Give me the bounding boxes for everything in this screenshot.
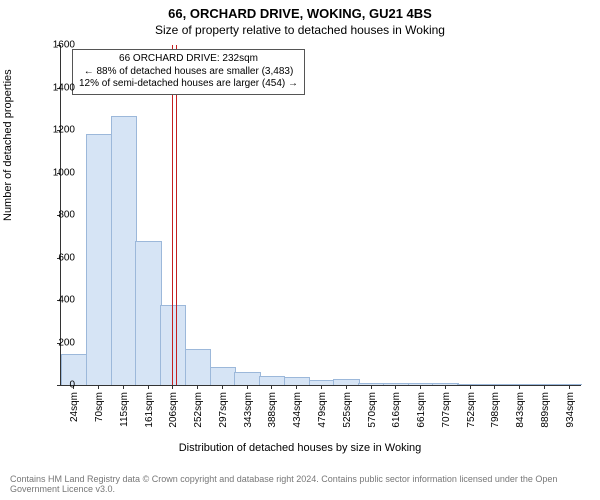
x-tick-label: 479sqm: [317, 392, 328, 428]
plot-area: [60, 45, 581, 386]
histogram-bar: [111, 116, 137, 385]
y-tick-label: 200: [35, 337, 75, 348]
y-tick-label: 1200: [35, 125, 75, 136]
x-tick-label: 616sqm: [391, 392, 402, 428]
chart-subtitle: Size of property relative to detached ho…: [0, 21, 600, 37]
histogram-bar: [259, 376, 285, 386]
histogram-bar: [284, 377, 310, 385]
x-tick-label: 24sqm: [69, 392, 80, 422]
marker-line: [172, 45, 173, 385]
histogram-bar: [86, 134, 112, 385]
annotation-line3: 12% of semi-detached houses are larger (…: [79, 78, 298, 91]
x-tick-label: 70sqm: [94, 392, 105, 422]
y-tick-label: 400: [35, 295, 75, 306]
x-tick-label: 343sqm: [243, 392, 254, 428]
x-tick-label: 798sqm: [490, 392, 501, 428]
x-tick-label: 570sqm: [367, 392, 378, 428]
x-tick-label: 525sqm: [342, 392, 353, 428]
attribution-text: Contains HM Land Registry data © Crown c…: [10, 474, 590, 494]
x-tick-label: 934sqm: [565, 392, 576, 428]
x-tick-label: 206sqm: [168, 392, 179, 428]
y-tick-label: 800: [35, 210, 75, 221]
chart-container: 66, ORCHARD DRIVE, WOKING, GU21 4BS Size…: [0, 0, 600, 500]
y-tick-label: 0: [35, 380, 75, 391]
histogram-bar: [210, 367, 236, 385]
y-axis-label: Number of detached properties: [2, 69, 14, 221]
annotation-line1: 66 ORCHARD DRIVE: 232sqm: [79, 53, 298, 66]
x-tick-label: 752sqm: [466, 392, 477, 428]
annotation-box: 66 ORCHARD DRIVE: 232sqm ← 88% of detach…: [72, 49, 305, 95]
x-tick-label: 297sqm: [218, 392, 229, 428]
histogram-bar: [185, 349, 211, 385]
x-tick-label: 843sqm: [515, 392, 526, 428]
x-tick-label: 707sqm: [441, 392, 452, 428]
x-tick-label: 161sqm: [144, 392, 155, 428]
histogram-bar: [234, 372, 260, 385]
x-tick-label: 434sqm: [292, 392, 303, 428]
annotation-line2: ← 88% of detached houses are smaller (3,…: [79, 66, 298, 79]
y-tick-label: 600: [35, 252, 75, 263]
chart-title-address: 66, ORCHARD DRIVE, WOKING, GU21 4BS: [0, 0, 600, 21]
histogram-bar: [160, 305, 186, 385]
x-tick-label: 889sqm: [540, 392, 551, 428]
x-tick-label: 388sqm: [267, 392, 278, 428]
x-tick-label: 115sqm: [119, 392, 130, 427]
x-axis-label: Distribution of detached houses by size …: [0, 442, 600, 454]
x-tick-label: 661sqm: [416, 392, 427, 428]
y-tick-label: 1600: [35, 40, 75, 51]
histogram-bar: [135, 241, 161, 385]
marker-line: [176, 45, 177, 385]
x-tick-label: 252sqm: [193, 392, 204, 428]
y-tick-label: 1400: [35, 82, 75, 93]
y-tick-label: 1000: [35, 167, 75, 178]
